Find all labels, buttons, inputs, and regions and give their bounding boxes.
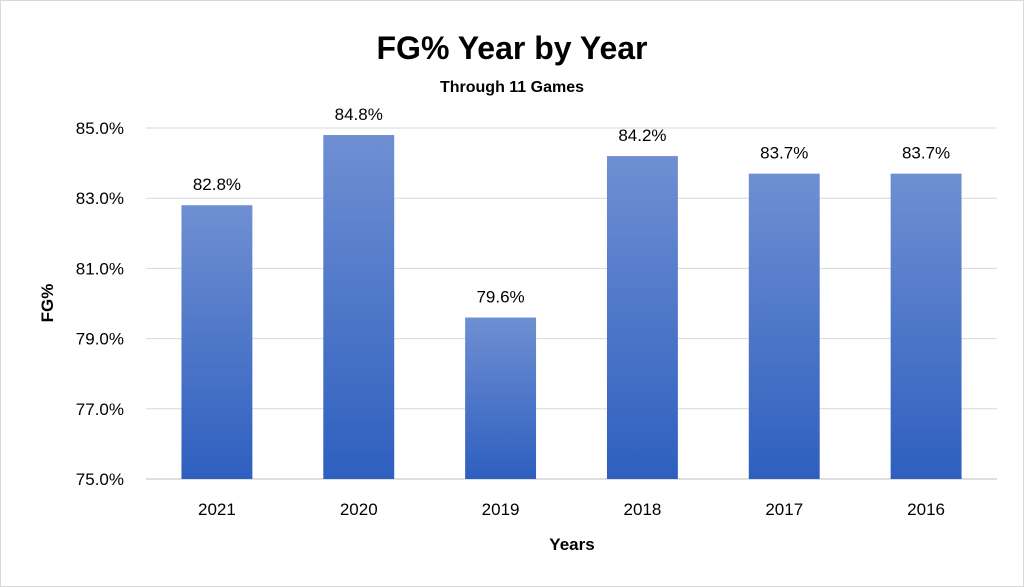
x-tick-label-2019: 2019 bbox=[482, 500, 520, 519]
x-tick-label-2016: 2016 bbox=[907, 500, 945, 519]
bar-2021 bbox=[181, 205, 253, 479]
data-label-2021: 82.8% bbox=[193, 175, 241, 194]
y-tick-label: 81.0% bbox=[76, 259, 124, 278]
y-tick-label: 83.0% bbox=[76, 189, 124, 208]
x-tick-label-2020: 2020 bbox=[340, 500, 378, 519]
bar-2016 bbox=[890, 173, 962, 479]
x-axis-title: Years bbox=[549, 535, 594, 554]
bar-2020 bbox=[323, 135, 395, 479]
x-tick-label-2021: 2021 bbox=[198, 500, 236, 519]
y-tick-label: 85.0% bbox=[76, 119, 124, 138]
chart-subtitle: Through 11 Games bbox=[440, 79, 584, 96]
gridlines bbox=[146, 127, 997, 480]
data-label-2018: 84.2% bbox=[618, 126, 666, 145]
y-tick-label: 77.0% bbox=[76, 400, 124, 419]
chart-title: FG% Year by Year bbox=[377, 30, 648, 66]
bars bbox=[181, 135, 962, 479]
x-tick-label-2018: 2018 bbox=[624, 500, 662, 519]
y-tick-label: 75.0% bbox=[76, 470, 124, 489]
data-label-2020: 84.8% bbox=[335, 105, 383, 124]
bar-2017 bbox=[748, 173, 820, 479]
data-labels: 82.8% 84.8% 79.6% 84.2% 83.7% 83.7% bbox=[193, 105, 950, 307]
y-axis-ticks: 75.0% 77.0% 79.0% 81.0% 83.0% 85.0% bbox=[76, 119, 124, 489]
y-tick-label: 79.0% bbox=[76, 330, 124, 349]
bar-2019 bbox=[465, 317, 537, 479]
y-axis-title: FG% bbox=[38, 284, 57, 323]
bar-2018 bbox=[606, 156, 678, 479]
x-axis-ticks: 2021 2020 2019 2018 2017 2016 bbox=[198, 500, 945, 519]
data-label-2017: 83.7% bbox=[760, 144, 808, 163]
data-label-2016: 83.7% bbox=[902, 144, 950, 163]
x-tick-label-2017: 2017 bbox=[765, 500, 803, 519]
data-label-2019: 79.6% bbox=[476, 288, 524, 307]
